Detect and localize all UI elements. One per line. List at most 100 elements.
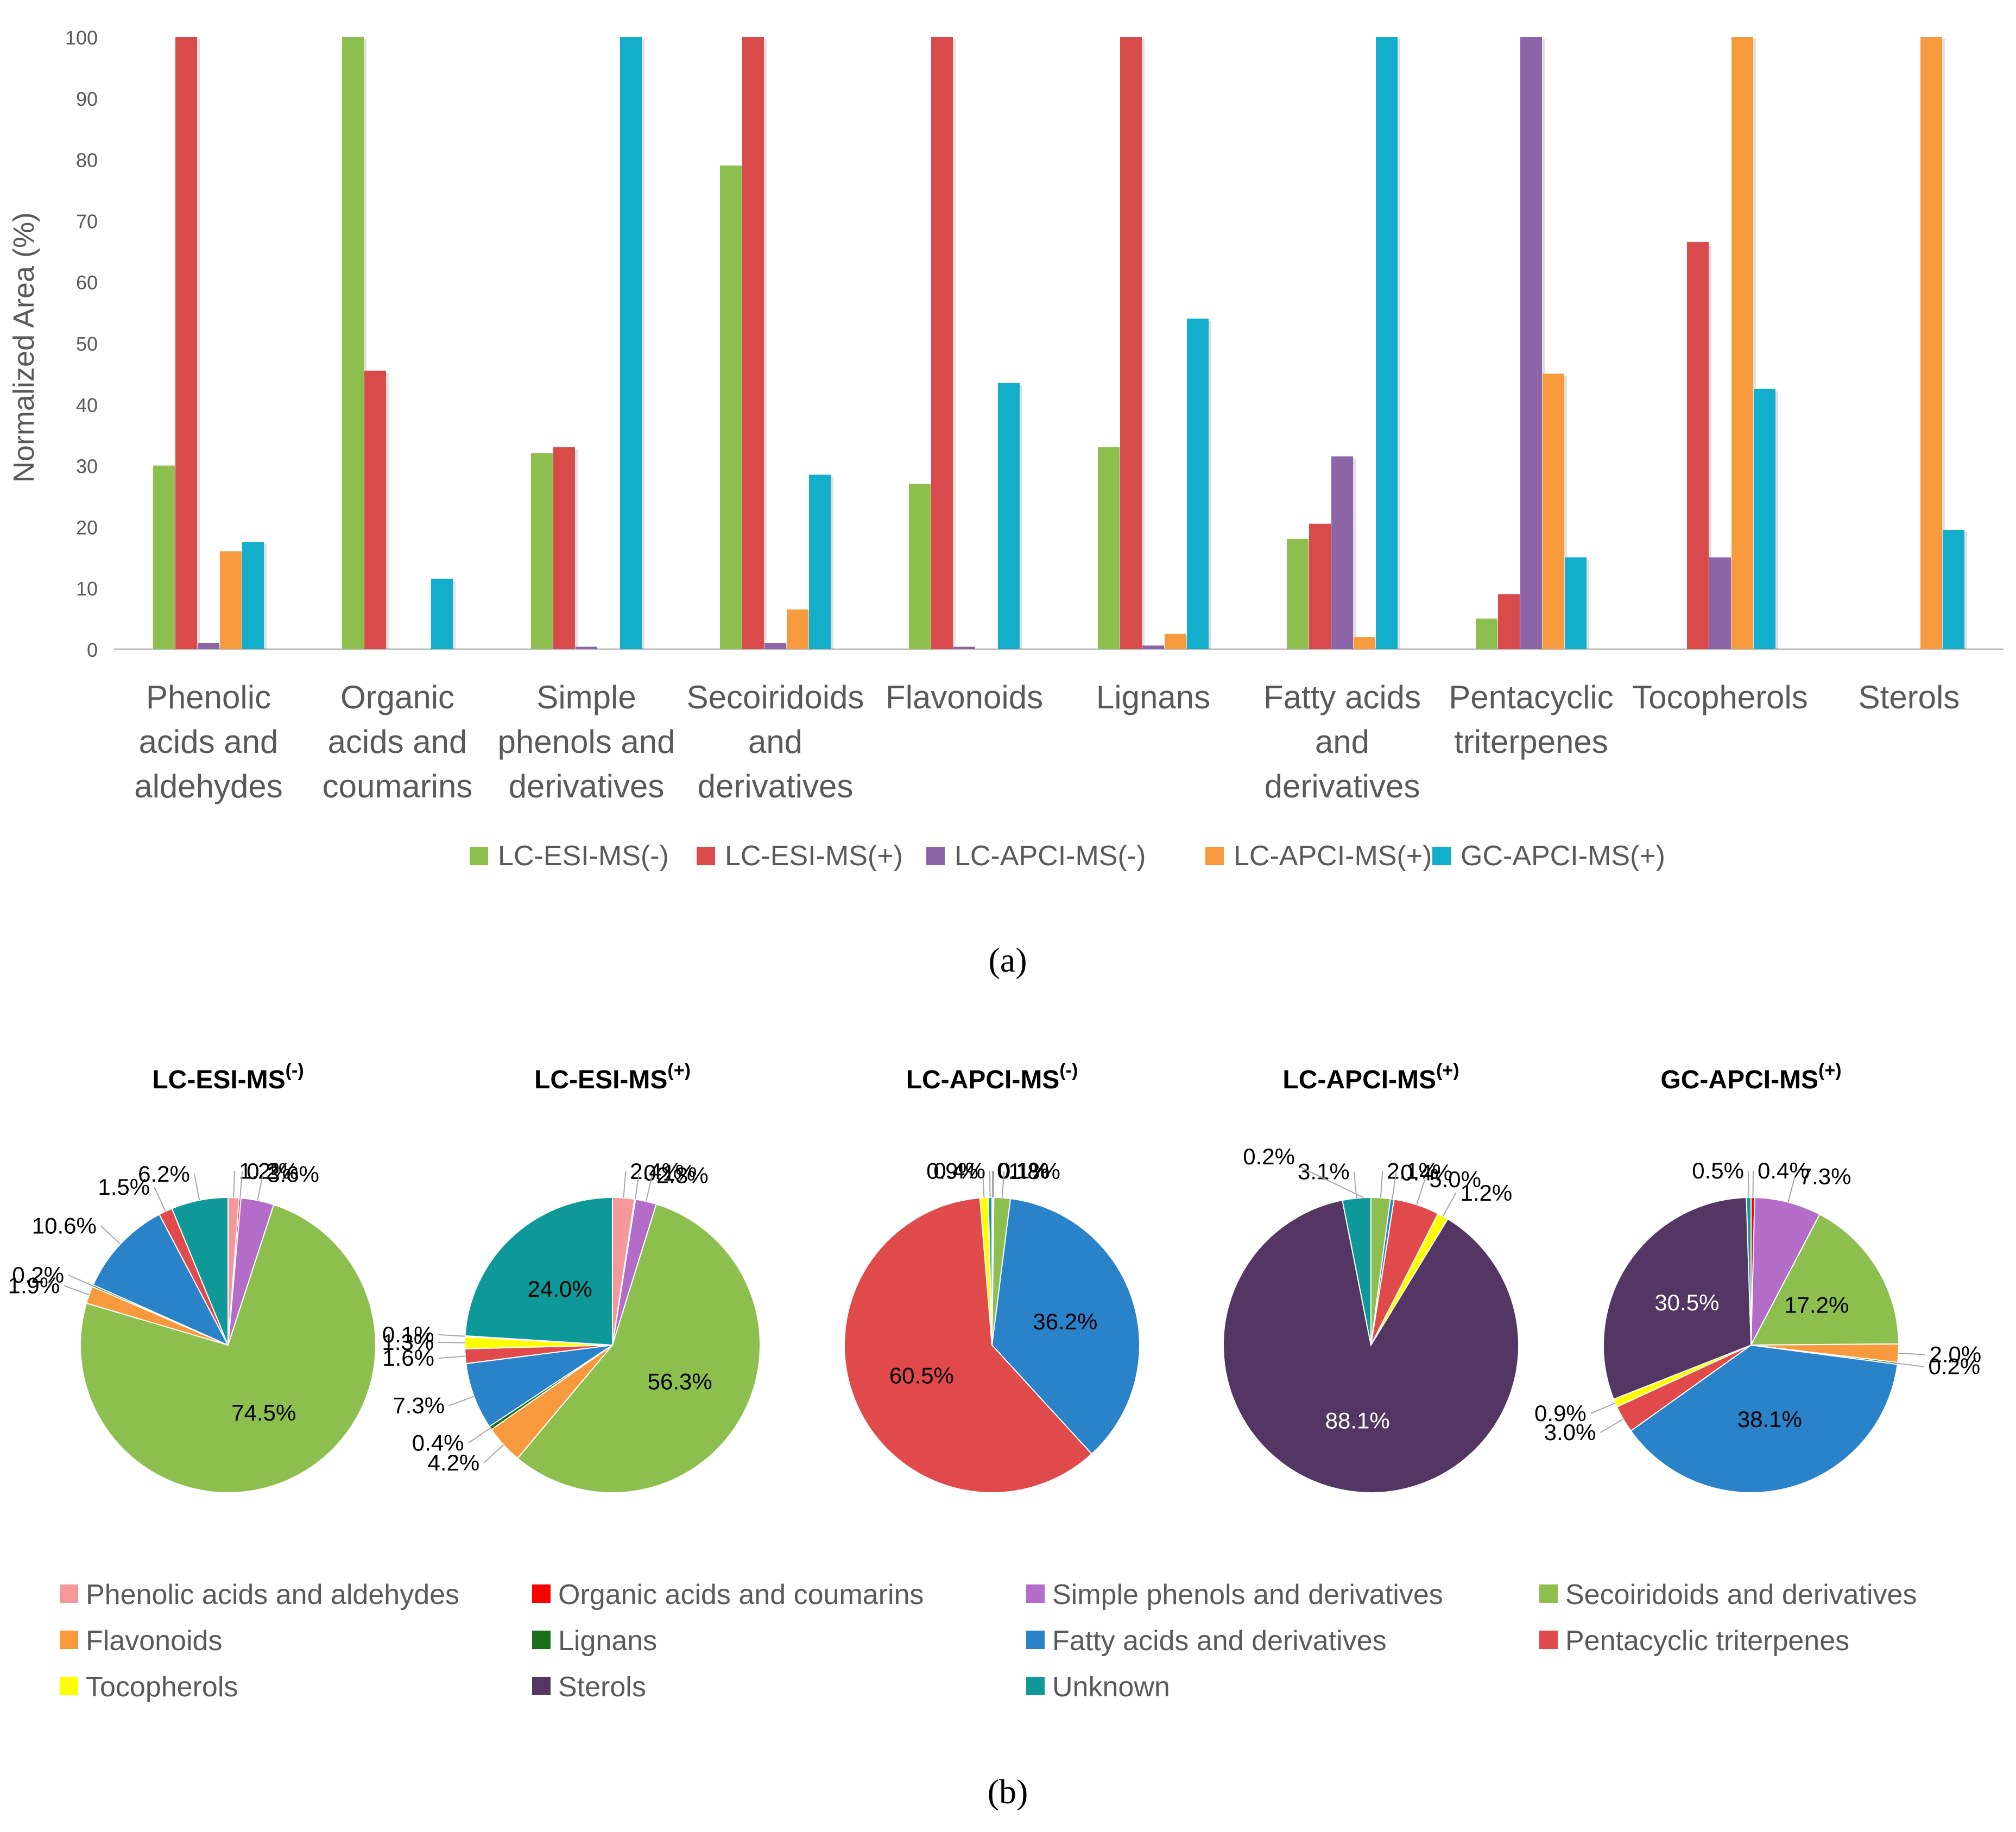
x-category-label: and xyxy=(748,724,802,760)
x-category-label: derivatives xyxy=(509,768,665,804)
pie-chart: LC-ESI-MS(+)2.4%0.1%2.3%56.3%4.2%0.4%7.3… xyxy=(382,1060,761,1493)
x-category-label: aldehydes xyxy=(134,768,283,804)
y-tick-label: 90 xyxy=(76,88,98,110)
pie-leader-line xyxy=(1898,1352,1925,1355)
bar xyxy=(198,643,219,649)
bar-series xyxy=(153,37,1967,649)
pie-leader-line xyxy=(634,1172,640,1200)
bar xyxy=(1687,242,1709,649)
pie-value-label: 0.1% xyxy=(998,1158,1050,1183)
bar xyxy=(1120,37,1142,649)
pie-leader-line xyxy=(193,1174,200,1201)
pie-leader-line xyxy=(1300,1167,1364,1199)
pie-value-label: 0.9% xyxy=(1534,1400,1587,1426)
pie-legend: Phenolic acids and aldehydes Organic acid… xyxy=(60,1579,1917,1703)
pie-leader-line xyxy=(438,1334,465,1337)
pie-legend-label: Sterols xyxy=(558,1671,646,1703)
pie-leader-line xyxy=(257,1174,264,1201)
pie-leader-line xyxy=(438,1355,465,1359)
x-category-label: Organic xyxy=(340,679,454,715)
bar xyxy=(1165,633,1186,649)
pie-value-label: 3.0% xyxy=(1544,1419,1596,1445)
pie-leader-line xyxy=(1600,1418,1624,1433)
legend-label: LC-ESI-MS(-) xyxy=(498,840,669,872)
pie-value-label: 1.9% xyxy=(8,1273,60,1298)
pie-legend-label: Fatty acids and derivatives xyxy=(1052,1625,1387,1657)
pie-leader-line xyxy=(1380,1171,1383,1198)
pie-slice xyxy=(516,1203,761,1493)
pie-title-sup: (+) xyxy=(667,1060,691,1081)
pie-leader-line xyxy=(154,1187,166,1212)
bar xyxy=(720,165,742,649)
x-category-label: and xyxy=(1315,724,1369,760)
pie-leader-line xyxy=(239,1171,243,1198)
bar xyxy=(531,453,553,649)
pie-leader-line xyxy=(1897,1362,1924,1367)
y-tick-label: 70 xyxy=(76,210,98,232)
y-tick-label: 10 xyxy=(76,578,98,600)
pie-value-label: 30.5% xyxy=(1654,1290,1719,1315)
bar xyxy=(998,383,1020,649)
bar xyxy=(764,643,786,649)
x-category-label: acids and xyxy=(328,724,467,760)
bar xyxy=(620,37,642,649)
bar xyxy=(931,37,953,649)
pie-value-label: 3.1% xyxy=(1298,1159,1350,1184)
pie-title: LC-ESI-MS(+) xyxy=(534,1060,691,1094)
bar xyxy=(1287,538,1309,649)
pie-title: LC-APCI-MS(-) xyxy=(906,1060,1078,1094)
x-category-label: Pentacyclic xyxy=(1449,679,1613,715)
pie-slice xyxy=(1750,1197,1821,1346)
bar xyxy=(1709,557,1731,649)
pie-leader-line xyxy=(448,1396,475,1406)
pie-title-sup: (-) xyxy=(1059,1060,1078,1081)
x-category-label: Lignans xyxy=(1096,679,1210,715)
pie-value-label: 7.3% xyxy=(1799,1163,1851,1189)
pie-slice xyxy=(844,1197,1093,1493)
legend-label: LC-APCI-MS(+) xyxy=(1234,840,1432,872)
pie-leader-line xyxy=(438,1341,465,1343)
bar xyxy=(1354,637,1375,649)
bar xyxy=(1376,37,1398,649)
bar xyxy=(342,37,364,649)
legend-swatch xyxy=(926,847,945,865)
y-tick-label: 0 xyxy=(87,639,98,661)
pie-value-label: 5.0% xyxy=(1429,1167,1481,1192)
pie-legend-label: Secoiridoids and derivatives xyxy=(1565,1579,1917,1611)
pie-title: LC-APCI-MS(+) xyxy=(1282,1060,1459,1094)
bar xyxy=(242,542,264,649)
bar xyxy=(1309,523,1331,649)
pie-value-label: 6.2% xyxy=(138,1161,190,1187)
pie-value-label: 1.2% xyxy=(1461,1180,1513,1206)
legend-label: LC-ESI-MS(+) xyxy=(725,840,903,872)
bar xyxy=(1331,456,1353,649)
pie-value-label: 0.2% xyxy=(1928,1354,1980,1379)
bar xyxy=(1754,389,1775,649)
y-tick-label: 60 xyxy=(76,271,98,294)
pie-slice xyxy=(1603,1197,1752,1400)
pie-value-label: 2.0% xyxy=(1929,1342,1981,1367)
x-category-label: Fatty acids xyxy=(1263,679,1421,715)
pie-title-main: GC-APCI-MS xyxy=(1660,1066,1818,1094)
pie-leader-line xyxy=(982,1171,985,1198)
pie-legend-label: Unknown xyxy=(1052,1671,1170,1703)
pie-value-label: 60.5% xyxy=(889,1363,954,1389)
pie-value-label: 1.8% xyxy=(1008,1158,1060,1184)
pie-slice xyxy=(464,1196,613,1346)
bar xyxy=(809,474,831,649)
bar xyxy=(153,465,175,649)
pie-chart: GC-APCI-MS(+) 0.4%7.3% 17.2% 2.0%0.2% 38.1% 3… xyxy=(1534,1060,1981,1494)
pie-title-main: LC-APCI-MS xyxy=(906,1066,1060,1094)
pie-legend-swatch xyxy=(1026,1677,1045,1695)
bar xyxy=(576,646,597,649)
pie-legend-label: Pentacyclic triterpenes xyxy=(1565,1625,1849,1657)
legend-label: GC-APCI-MS(+) xyxy=(1461,840,1665,872)
pie-leader-line xyxy=(483,1444,504,1463)
y-tick-label: 30 xyxy=(76,455,98,478)
pie-legend-label: Phenolic acids and aldehydes xyxy=(86,1579,459,1611)
bar-legend: LC-ESI-MS(-) LC-ESI-MS(+) LC-APCI-MS(-) LC-… xyxy=(470,840,1665,872)
x-category-labels: Phenolic acids and aldehydes Organic acids a… xyxy=(134,679,1960,804)
pie-title-sup: (+) xyxy=(1436,1060,1459,1081)
pie-chart-panel: LC-ESI-MS(-)1.2%0.2%3.6%74.5%1.9%0.2%10.… xyxy=(8,1060,1981,1811)
pie-legend-swatch xyxy=(60,1584,78,1603)
